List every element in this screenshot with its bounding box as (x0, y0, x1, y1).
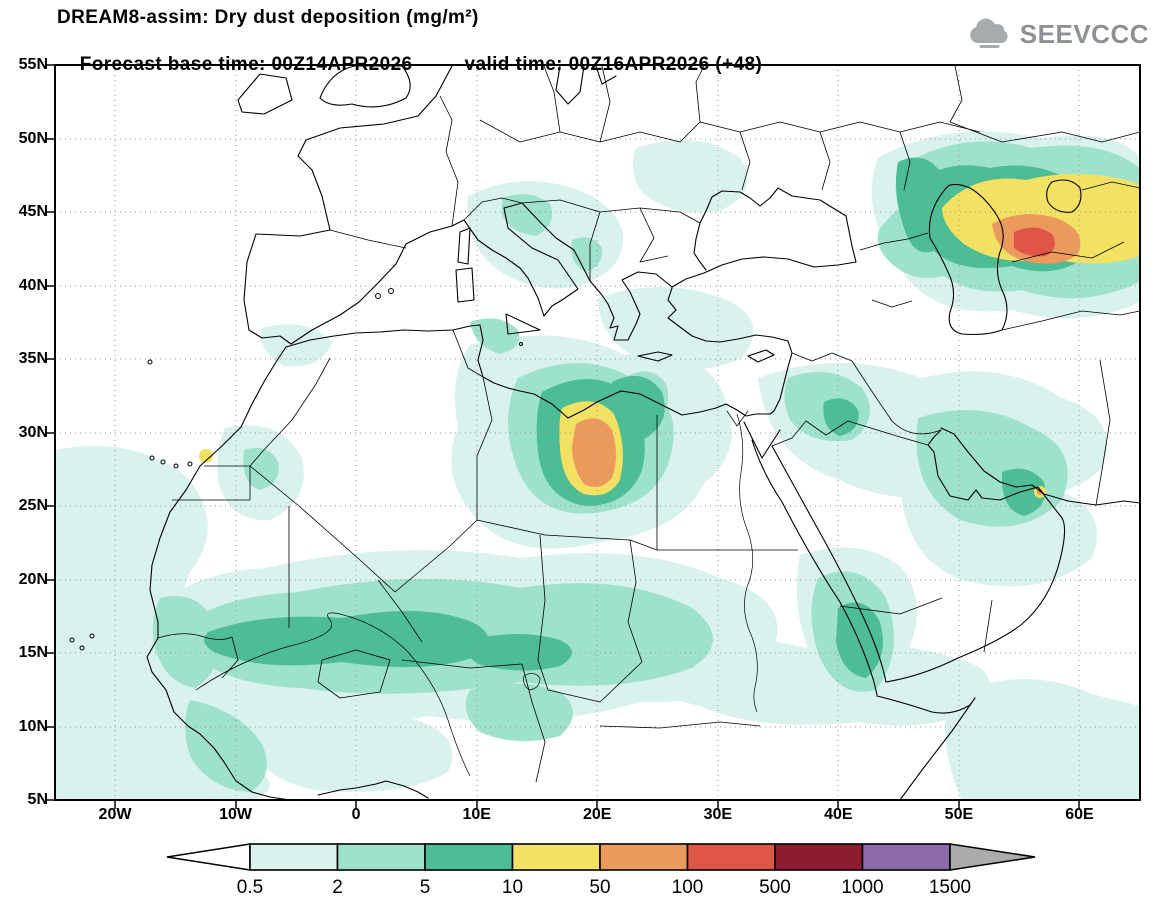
colorbar-label: 5 (419, 877, 431, 898)
colorbar-label: 2 (332, 877, 343, 898)
dust-shading (55, 131, 1140, 800)
colorbar-label: 1000 (841, 877, 884, 898)
country-borders (157, 65, 1140, 783)
axis-ticks (46, 64, 1080, 809)
colorbar-label: 500 (759, 877, 791, 898)
logo-text: SEEVCCC (1019, 18, 1149, 49)
dust-level-100 (1014, 227, 1055, 257)
colorbar-label: 10 (501, 877, 524, 898)
colorbar-label: 1500 (928, 877, 972, 898)
colorbar-left-arrow (166, 843, 251, 871)
seevccc-logo: SEEVCCC (966, 18, 1149, 50)
colorbar-label: 0.5 (236, 877, 264, 898)
colorbar-label: 50 (589, 877, 611, 898)
colorbar-label: 100 (671, 877, 704, 898)
colorbar-right-arrow (949, 843, 1036, 871)
page-title: DREAM8-assim: Dry dust deposition (mg/m²… (57, 7, 479, 28)
rivers (195, 410, 758, 777)
dust-level-50 (572, 214, 1081, 495)
colorbar-scale (166, 843, 1036, 871)
colorbar: 0.5 2 5 10 50 100 500 1000 1500 (163, 843, 1037, 903)
cloud-icon (969, 18, 1008, 48)
